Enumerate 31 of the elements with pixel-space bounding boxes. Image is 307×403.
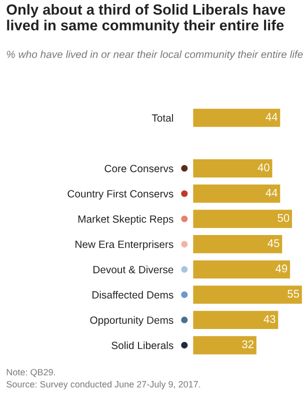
- y-tick-label: New Era Enterprisers: [76, 240, 174, 250]
- data-label: 44: [266, 113, 278, 121]
- chart-subtitle: % who have lived in or near their local community their entire life: [6, 50, 303, 60]
- data-label: 55: [288, 290, 300, 298]
- data-label: 43: [264, 315, 276, 323]
- bar: [193, 260, 290, 279]
- y-tick-label: Solid Liberals: [112, 341, 174, 350]
- bar: [193, 184, 280, 203]
- y-tick-label: Core Conservs: [104, 164, 174, 172]
- data-label: 45: [268, 239, 280, 248]
- y-tick-label: Devout & Diverse: [93, 266, 174, 274]
- data-label: 40: [258, 163, 270, 172]
- bar: [193, 159, 272, 178]
- source-note: Source: Survey conducted June 27-July 9, 2017.: [6, 380, 200, 390]
- bar: [193, 336, 256, 354]
- bar: [193, 235, 282, 254]
- y-tick-label: Opportunity Dems: [90, 316, 174, 326]
- data-label: 50: [278, 214, 290, 222]
- y-tick-label: Disaffected Dems: [92, 290, 174, 299]
- y-tick-label: Country First Conservs: [68, 190, 174, 200]
- data-label: 49: [276, 264, 288, 272]
- text: Note: QB29.: [6, 368, 55, 377]
- chart-title: Only about a third of Solid Liberals have lived in same community their entire life: [6, 4, 286, 34]
- bar: [193, 310, 278, 330]
- bar: [193, 108, 280, 127]
- bar: [193, 210, 292, 228]
- y-tick-label: Market Skeptic Reps: [78, 215, 174, 225]
- y-tick-label: Total: [152, 114, 173, 122]
- bar: [193, 286, 302, 304]
- data-label: 44: [266, 188, 278, 196]
- data-label: 32: [242, 340, 254, 348]
